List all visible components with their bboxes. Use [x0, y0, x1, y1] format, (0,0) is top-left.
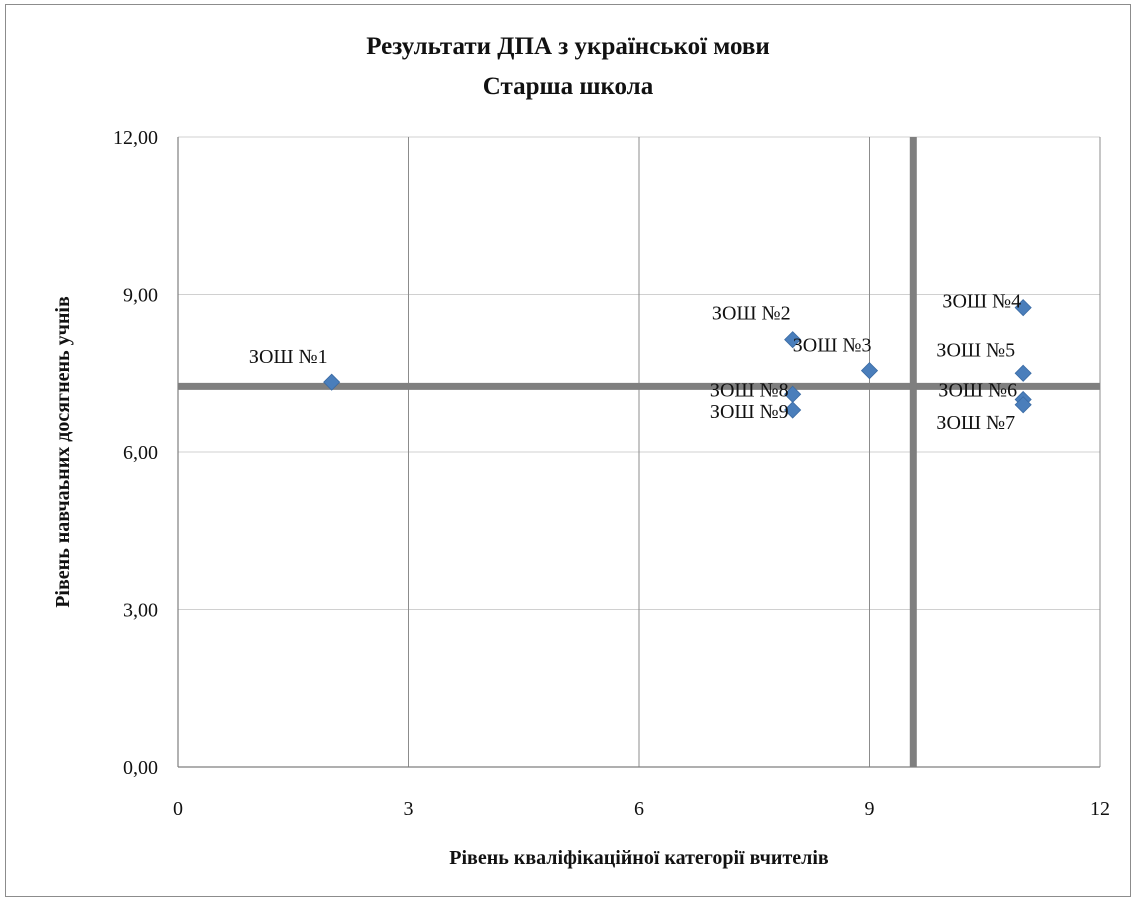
x-axis-label: Рівень кваліфікаційної категорії вчителі…: [449, 847, 829, 869]
chart-subtitle: Старша школа: [482, 73, 654, 100]
x-tick-label: 3: [404, 798, 414, 820]
data-label: ЗОШ №7: [936, 412, 1015, 434]
y-tick-label: 12,00: [113, 127, 158, 149]
y-axis-label: Рівень навчаьних досягнень учнів: [52, 296, 74, 608]
data-points: [323, 299, 1032, 419]
data-label: ЗОШ №1: [249, 346, 328, 368]
x-tick-label: 6: [634, 798, 644, 820]
x-tick-label: 12: [1090, 798, 1110, 820]
chart-title: Результати ДПА з української мови: [366, 33, 770, 60]
data-label: ЗОШ №3: [793, 335, 872, 357]
grid-lines: [178, 136, 1101, 767]
x-tick-label: 0: [173, 798, 183, 820]
axes: [177, 137, 1100, 768]
data-point: [860, 362, 879, 380]
data-point: [784, 331, 802, 349]
data-point: [1014, 299, 1032, 317]
data-label: ЗОШ №4: [942, 291, 1021, 313]
y-tick-label: 9,00: [123, 285, 158, 307]
data-label: ЗОШ №8: [710, 379, 789, 401]
data-point: [1014, 364, 1032, 382]
y-tick-label: 0,00: [123, 757, 158, 779]
tick-labels: 0 3 6 9 12 0,00 3,00 6,00 9,00 12,00: [113, 127, 1110, 820]
data-label: ЗОШ №5: [936, 339, 1015, 361]
data-label: ЗОШ №6: [938, 380, 1017, 402]
data-point: [1014, 396, 1032, 414]
data-point: [323, 373, 341, 391]
data-point: [784, 401, 802, 419]
data-label: ЗОШ №2: [712, 303, 791, 325]
x-tick-label: 9: [865, 798, 875, 820]
y-tick-label: 6,00: [123, 442, 158, 464]
y-tick-label: 3,00: [123, 600, 158, 622]
data-label: ЗОШ №9: [710, 401, 789, 423]
